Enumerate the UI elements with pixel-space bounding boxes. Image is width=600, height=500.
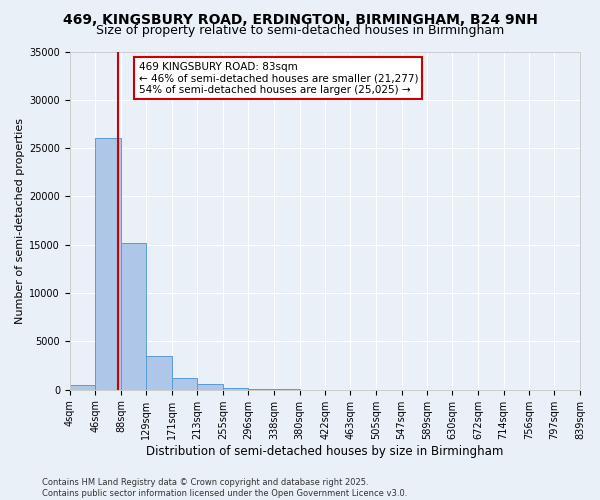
Bar: [95, 138, 121, 390]
Bar: [146, 356, 172, 390]
X-axis label: Distribution of semi-detached houses by size in Birmingham: Distribution of semi-detached houses by …: [146, 444, 503, 458]
Bar: [197, 384, 223, 390]
Bar: [172, 378, 197, 390]
Text: 469 KINGSBURY ROAD: 83sqm
← 46% of semi-detached houses are smaller (21,277)
54%: 469 KINGSBURY ROAD: 83sqm ← 46% of semi-…: [139, 62, 418, 95]
Bar: [70, 385, 95, 390]
Text: Contains HM Land Registry data © Crown copyright and database right 2025.
Contai: Contains HM Land Registry data © Crown c…: [42, 478, 407, 498]
Bar: [223, 388, 248, 390]
Text: 469, KINGSBURY ROAD, ERDINGTON, BIRMINGHAM, B24 9NH: 469, KINGSBURY ROAD, ERDINGTON, BIRMINGH…: [62, 12, 538, 26]
Y-axis label: Number of semi-detached properties: Number of semi-detached properties: [15, 118, 25, 324]
Bar: [121, 243, 146, 390]
Text: Size of property relative to semi-detached houses in Birmingham: Size of property relative to semi-detach…: [96, 24, 504, 37]
